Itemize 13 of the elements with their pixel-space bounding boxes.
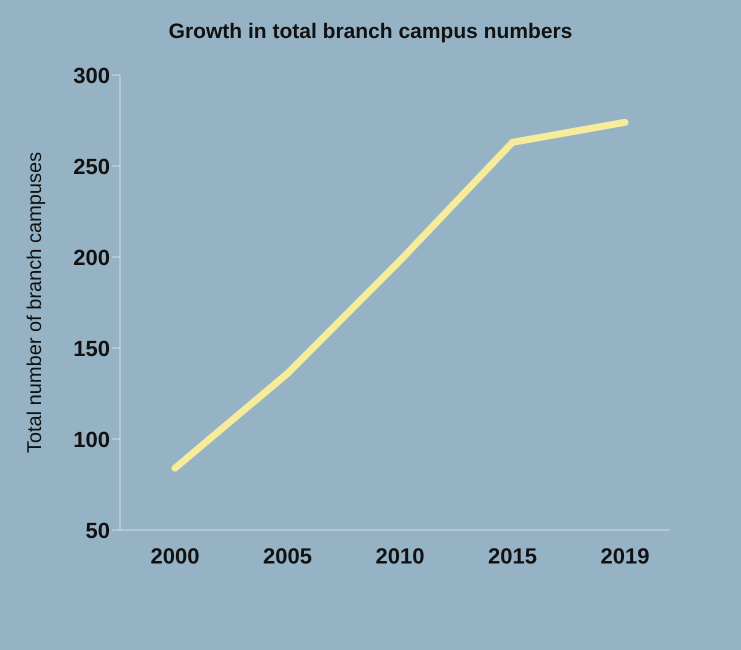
- y-tick-label: 50: [86, 518, 110, 543]
- y-tick-label: 100: [73, 426, 110, 452]
- x-tick-label: 2005: [263, 544, 312, 569]
- x-tick-label: 2019: [600, 544, 650, 569]
- y-axis-title: Total number of branch campuses: [24, 152, 46, 454]
- chart-title: Growth in total branch campus numbers: [168, 20, 574, 44]
- y-tick-label: 250: [73, 154, 110, 179]
- y-tick-label: 150: [73, 336, 110, 361]
- x-tick-label: 2010: [376, 544, 424, 569]
- y-tick-label: 200: [73, 244, 110, 270]
- y-tick-label: 300: [73, 62, 110, 88]
- x-tick-label: 2000: [150, 544, 200, 569]
- x-tick-label: 2015: [488, 544, 537, 569]
